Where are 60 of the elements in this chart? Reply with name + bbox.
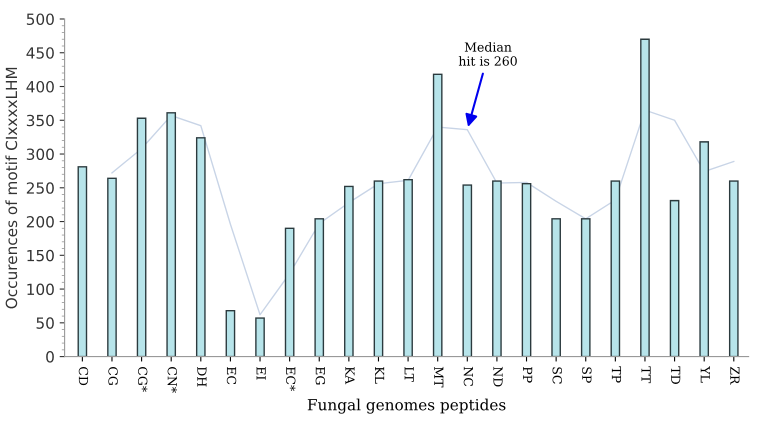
x-tick-label: SC xyxy=(552,367,562,384)
x-tick-label: ND xyxy=(493,366,503,387)
bar xyxy=(670,200,680,357)
x-tick-label: NC xyxy=(464,366,474,386)
bar xyxy=(551,218,561,357)
bar xyxy=(284,228,294,357)
y-tick-label: 200 xyxy=(26,216,54,228)
y-tick-label: 0 xyxy=(46,351,54,363)
y-tick-label: 50 xyxy=(36,317,54,329)
annotation: Median hit is 260 xyxy=(458,42,517,66)
bar xyxy=(226,310,236,357)
y-tick-label: 150 xyxy=(27,250,54,262)
x-tick-label: PP xyxy=(523,367,532,383)
bar xyxy=(492,180,502,357)
x-tick-label: TT xyxy=(642,366,651,384)
x-tick-label: TP xyxy=(612,366,622,383)
bar xyxy=(610,180,620,357)
bar xyxy=(640,38,650,357)
x-tick-label: MT xyxy=(434,366,444,388)
y-tick-label: 450 xyxy=(26,47,54,59)
bar xyxy=(432,74,443,357)
bar xyxy=(255,317,265,357)
y-tick-label: 100 xyxy=(27,284,54,296)
x-tick-label: DH xyxy=(197,367,206,387)
bar xyxy=(196,137,206,357)
bar xyxy=(699,141,710,357)
x-axis-title: Fungal genomes peptides xyxy=(308,398,506,414)
bar xyxy=(374,180,384,357)
bar xyxy=(166,112,176,357)
bar xyxy=(522,183,532,357)
y-tick-label: 250 xyxy=(26,182,54,194)
x-tick-label: LT xyxy=(404,367,414,382)
bar xyxy=(462,184,472,357)
y-tick-label: 500 xyxy=(26,13,54,26)
bar xyxy=(344,186,354,357)
bar xyxy=(403,178,413,357)
x-tick-label: CG* xyxy=(138,367,148,392)
bar xyxy=(314,218,324,357)
x-tick-label: CD xyxy=(78,367,88,386)
bar xyxy=(728,180,739,357)
bar xyxy=(136,118,146,357)
y-axis-title: Occurences of motif CIxxxxLHM xyxy=(5,68,18,308)
x-tick-label: KL xyxy=(375,367,384,384)
x-tick-label: EI xyxy=(256,367,266,380)
x-tick-label: EC* xyxy=(286,367,296,392)
x-tick-label: SP xyxy=(582,367,592,383)
x-tick-label: YL xyxy=(700,366,710,383)
bar xyxy=(78,166,88,357)
y-tick-label: 400 xyxy=(26,80,54,93)
x-tick-label: TD xyxy=(671,366,680,384)
x-tick-label: ZR xyxy=(730,366,740,385)
y-tick-label: 350 xyxy=(26,114,54,126)
bar xyxy=(580,218,591,357)
x-tick-label: CN* xyxy=(168,367,178,393)
y-tick-label: 300 xyxy=(26,148,54,160)
x-tick-label: EC xyxy=(226,367,236,384)
x-tick-label: CG xyxy=(108,367,118,385)
x-tick-label: KA xyxy=(345,367,355,384)
bar xyxy=(107,178,117,357)
x-tick-label: EG xyxy=(316,367,326,384)
